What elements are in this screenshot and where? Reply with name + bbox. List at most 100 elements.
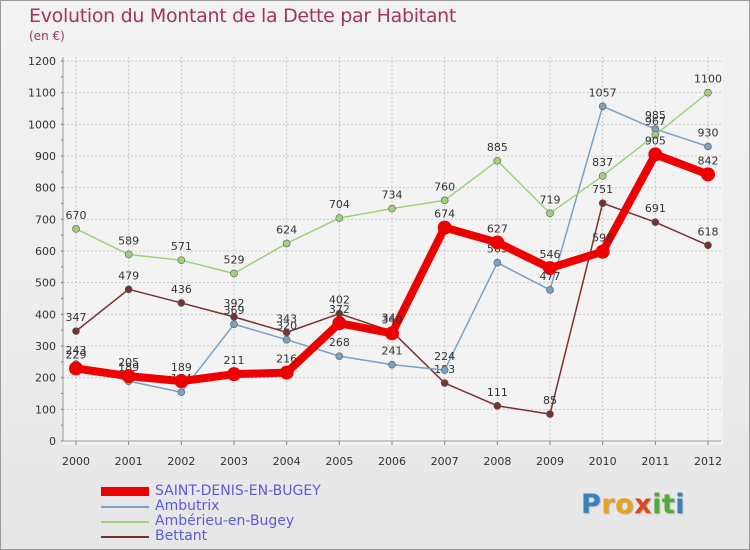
y-tick-label: 500 <box>35 277 56 290</box>
series-saint-denis-en-bugey-point <box>701 167 715 182</box>
series-ambutrix-data-label: 477 <box>540 270 561 283</box>
series-amberieu-en-bugey-data-label: 760 <box>434 180 455 193</box>
series-bettant-data-label: 436 <box>171 283 192 296</box>
series-amberieu-en-bugey-data-label: 571 <box>171 240 192 253</box>
series-bettant-data-label: 347 <box>66 311 87 324</box>
series-bettant-point <box>651 218 660 226</box>
series-saint-denis-en-bugey-data-label: 216 <box>276 353 297 366</box>
chart-subtitle: (en €) <box>29 29 65 43</box>
series-saint-denis-en-bugey-data-label: 627 <box>487 222 508 235</box>
legend-swatch-saint-denis <box>101 487 149 496</box>
series-bettant-point <box>177 299 186 307</box>
series-saint-denis-en-bugey-data-label: 905 <box>645 134 666 147</box>
series-bettant-point <box>546 410 554 418</box>
series-bettant-point <box>493 402 502 410</box>
y-tick-label: 200 <box>35 372 56 385</box>
series-ambutrix-point <box>546 286 554 294</box>
series-ambutrix-point <box>177 388 186 397</box>
x-tick-label: 2011 <box>641 455 669 468</box>
series-saint-denis-en-bugey-data-label: 598 <box>592 232 613 245</box>
series-bettant-data-label: 402 <box>329 294 350 307</box>
series-amberieu-en-bugey-point <box>177 256 186 264</box>
series-amberieu-en-bugey-data-label: 529 <box>224 253 245 266</box>
series-ambutrix-data-label: 369 <box>224 304 245 317</box>
series-bettant-data-label: 618 <box>698 225 719 238</box>
x-tick-label: 2009 <box>536 455 564 468</box>
series-saint-denis-en-bugey-point <box>595 244 610 259</box>
y-tick-label: 300 <box>35 340 56 353</box>
series-ambutrix-data-label: 320 <box>276 320 297 333</box>
series-saint-denis-en-bugey-point <box>69 361 83 376</box>
series-saint-denis-en-bugey-data-label: 674 <box>434 208 455 221</box>
series-amberieu-en-bugey-point <box>335 214 344 222</box>
series-amberieu-en-bugey-point <box>493 156 502 165</box>
legend-swatch-bettant <box>101 536 149 538</box>
logo-letter: r <box>601 489 616 520</box>
x-tick-label: 2006 <box>378 455 406 468</box>
series-saint-denis-en-bugey-point <box>490 235 505 250</box>
legend-swatch-amberieu <box>101 521 149 523</box>
series-amberieu-en-bugey-point <box>282 239 291 248</box>
series-amberieu-en-bugey-data-label: 885 <box>487 141 508 154</box>
series-bettant-point <box>72 327 80 335</box>
y-tick-label: 0 <box>49 435 56 448</box>
series-ambutrix-point <box>598 102 607 111</box>
series-amberieu-en-bugey-data-label: 624 <box>276 223 297 236</box>
y-tick-label: 1100 <box>28 87 56 100</box>
y-tick-label: 800 <box>35 182 56 195</box>
x-tick-label: 2000 <box>62 455 90 468</box>
series-ambutrix-point <box>230 320 238 328</box>
series-ambutrix-data-label: 189 <box>118 361 139 374</box>
series-amberieu-en-bugey-point <box>546 209 554 218</box>
series-saint-denis-en-bugey-point <box>648 147 663 162</box>
logo-letter: t <box>661 489 676 520</box>
series-amberieu-en-bugey-data-label: 670 <box>66 209 87 222</box>
series-amberieu-en-bugey-data-label: 967 <box>645 115 666 128</box>
series-ambutrix-point <box>493 258 502 267</box>
series-saint-denis-en-bugey-data-label: 211 <box>224 354 245 367</box>
series-ambutrix-point <box>282 335 291 344</box>
series-saint-denis-en-bugey-point <box>279 365 294 380</box>
series-amberieu-en-bugey-point <box>72 225 80 233</box>
series-saint-denis-en-bugey-data-label: 189 <box>171 361 192 374</box>
logo-letter: i <box>675 489 686 520</box>
series-ambutrix-data-label: 241 <box>382 345 403 358</box>
series-amberieu-en-bugey-data-label: 704 <box>329 198 350 211</box>
proxiti-logo: Proxiti <box>581 489 685 520</box>
x-tick-label: 2004 <box>273 455 301 468</box>
series-ambutrix-data-label: 224 <box>434 350 455 363</box>
series-amberieu-en-bugey-data-label: 719 <box>540 193 561 206</box>
series-ambutrix-data-label: 1057 <box>589 86 617 99</box>
x-tick-label: 2001 <box>115 455 143 468</box>
y-tick-label: 600 <box>35 245 56 258</box>
series-ambutrix-data-label: 930 <box>698 127 719 140</box>
series-amberieu-en-bugey-point <box>598 172 607 180</box>
legend-label-saint-denis: SAINT-DENIS-EN-BUGEY <box>155 483 321 499</box>
series-bettant-data-label: 691 <box>645 202 666 215</box>
series-amberieu-en-bugey-point <box>651 130 660 139</box>
series-saint-denis-en-bugey-point <box>227 367 241 382</box>
series-saint-denis-en-bugey-point <box>121 369 136 384</box>
series-bettant-data-label: 479 <box>118 269 139 282</box>
y-tick-label: 900 <box>35 150 56 163</box>
series-amberieu-en-bugey-data-label: 837 <box>592 156 613 169</box>
series-saint-denis-en-bugey-data-label: 842 <box>698 154 719 167</box>
series-bettant-data-label: 111 <box>487 386 508 399</box>
x-tick-label: 2008 <box>483 455 511 468</box>
series-saint-denis-en-bugey-point <box>174 374 189 389</box>
series-ambutrix-point <box>388 360 396 369</box>
logo-letter: x <box>634 489 653 520</box>
logo-letter: o <box>615 489 635 520</box>
logo-letter: i <box>652 489 662 520</box>
series-saint-denis-en-bugey-data-label: 546 <box>540 248 561 261</box>
x-tick-label: 2012 <box>694 455 722 468</box>
legend-label-ambutrix: Ambutrix <box>155 498 220 514</box>
series-saint-denis-en-bugey-data-label: 372 <box>329 303 350 316</box>
y-tick-label: 1000 <box>28 118 56 131</box>
series-ambutrix-data-label: 243 <box>66 344 87 357</box>
series-ambutrix-data-label: 268 <box>329 336 350 349</box>
y-tick-label: 100 <box>35 403 56 416</box>
series-saint-denis-en-bugey-point <box>385 326 399 341</box>
series-amberieu-en-bugey-point <box>124 250 133 259</box>
